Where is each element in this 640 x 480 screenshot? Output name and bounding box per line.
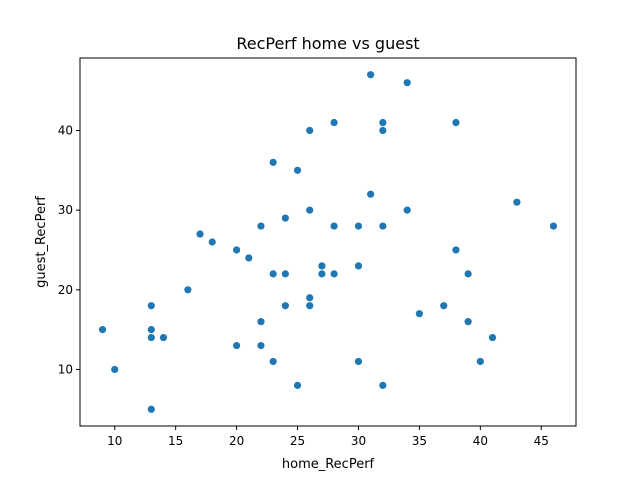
scatter-point	[269, 270, 277, 278]
y-axis-label: guest_RecPerf	[34, 196, 49, 288]
scatter-point	[257, 318, 265, 326]
scatter-point	[354, 222, 363, 230]
scatter-point	[257, 222, 265, 230]
scatter-point	[269, 158, 277, 166]
x-tick-label: 20	[229, 434, 244, 448]
scatter-point	[379, 126, 387, 135]
scatter-point	[464, 318, 472, 326]
chart-title: RecPerf home vs guest	[236, 34, 419, 53]
x-tick-label: 45	[534, 434, 549, 448]
x-axis-ticks: 10 15 20 25 30 35 40 45	[107, 426, 549, 448]
scatter-point	[354, 262, 363, 270]
scatter-point	[98, 326, 107, 334]
scatter-point	[318, 262, 326, 270]
y-axis-ticks: 10 20 30 40	[58, 123, 80, 376]
scatter-point	[330, 222, 338, 230]
scatter-point	[330, 118, 338, 127]
scatter-point	[293, 381, 302, 389]
scatter-point	[196, 230, 204, 238]
y-tick-label: 30	[58, 203, 73, 217]
scatter-point	[184, 286, 192, 294]
y-tick-label: 40	[58, 123, 73, 137]
x-tick-label: 40	[473, 434, 488, 448]
scatter-point	[281, 270, 289, 278]
scatter-point	[318, 270, 326, 278]
scatter-point	[379, 381, 387, 389]
scatter-point	[293, 166, 302, 174]
scatter-point	[379, 222, 387, 230]
y-tick-label: 20	[58, 283, 73, 297]
scatter-point	[403, 79, 411, 87]
scatter-point	[452, 118, 460, 127]
y-tick-label: 10	[58, 362, 73, 376]
scatter-point	[159, 333, 168, 342]
scatter-point	[354, 357, 363, 366]
scatter-point	[367, 71, 375, 79]
scatter-point	[306, 302, 314, 310]
data-points	[98, 71, 558, 413]
scatter-point	[233, 341, 241, 350]
scatter-point	[147, 333, 155, 342]
scatter-point	[403, 206, 411, 214]
scatter-point	[208, 238, 216, 246]
scatter-point	[488, 333, 497, 342]
scatter-point	[269, 357, 277, 366]
x-tick-label: 10	[107, 434, 122, 448]
scatter-point	[147, 302, 155, 310]
scatter-point	[452, 246, 460, 254]
x-axis-label: home_RecPerf	[282, 457, 375, 472]
scatter-point	[367, 190, 375, 198]
scatter-point	[147, 405, 155, 413]
scatter-point	[281, 214, 289, 222]
scatter-point	[306, 126, 314, 135]
scatter-point	[233, 246, 241, 254]
scatter-point	[306, 206, 314, 214]
x-tick-label: 25	[290, 434, 305, 448]
x-tick-label: 35	[412, 434, 427, 448]
scatter-point	[440, 302, 448, 310]
scatter-point	[257, 341, 265, 350]
scatter-point	[306, 294, 314, 302]
scatter-point	[379, 118, 387, 127]
scatter-point	[330, 270, 338, 278]
x-tick-label: 15	[168, 434, 183, 448]
x-tick-label: 30	[351, 434, 366, 448]
scatter-point	[415, 310, 423, 318]
scatter-point	[549, 222, 558, 230]
scatter-point	[513, 198, 521, 206]
scatter-point	[147, 326, 155, 334]
plot-frame	[79, 57, 577, 427]
scatter-point	[281, 302, 289, 310]
scatter-point	[111, 365, 119, 374]
scatter-point	[245, 254, 253, 262]
scatter-point	[476, 357, 484, 366]
scatter-point	[464, 270, 472, 278]
